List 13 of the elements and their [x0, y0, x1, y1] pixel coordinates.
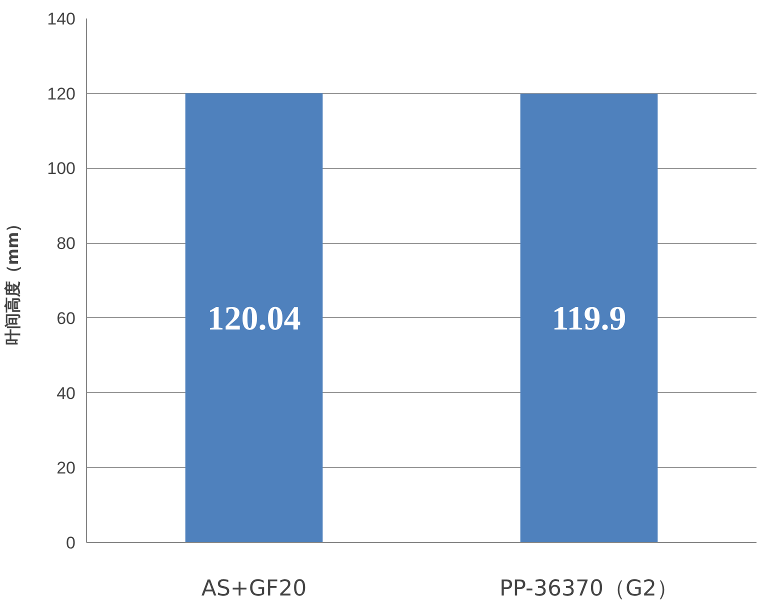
- y-tick-label: 0: [66, 534, 76, 552]
- y-tick-label: 120: [47, 84, 76, 104]
- y-tick-label: 100: [47, 159, 76, 178]
- x-tick-label: PP-36370（G2）: [499, 576, 679, 602]
- y-tick-label: 20: [56, 458, 76, 478]
- y-axis-title: 叶间高度（mm）: [3, 216, 22, 346]
- data-label: 120.04: [207, 300, 301, 338]
- y-tick-label: 80: [56, 234, 76, 254]
- data-label: 119.9: [552, 300, 626, 338]
- y-tick-label: 40: [56, 384, 76, 403]
- y-tick-label: 60: [56, 308, 76, 328]
- x-tick-label: AS+GF20: [201, 576, 307, 602]
- y-tick-label: 140: [47, 10, 76, 28]
